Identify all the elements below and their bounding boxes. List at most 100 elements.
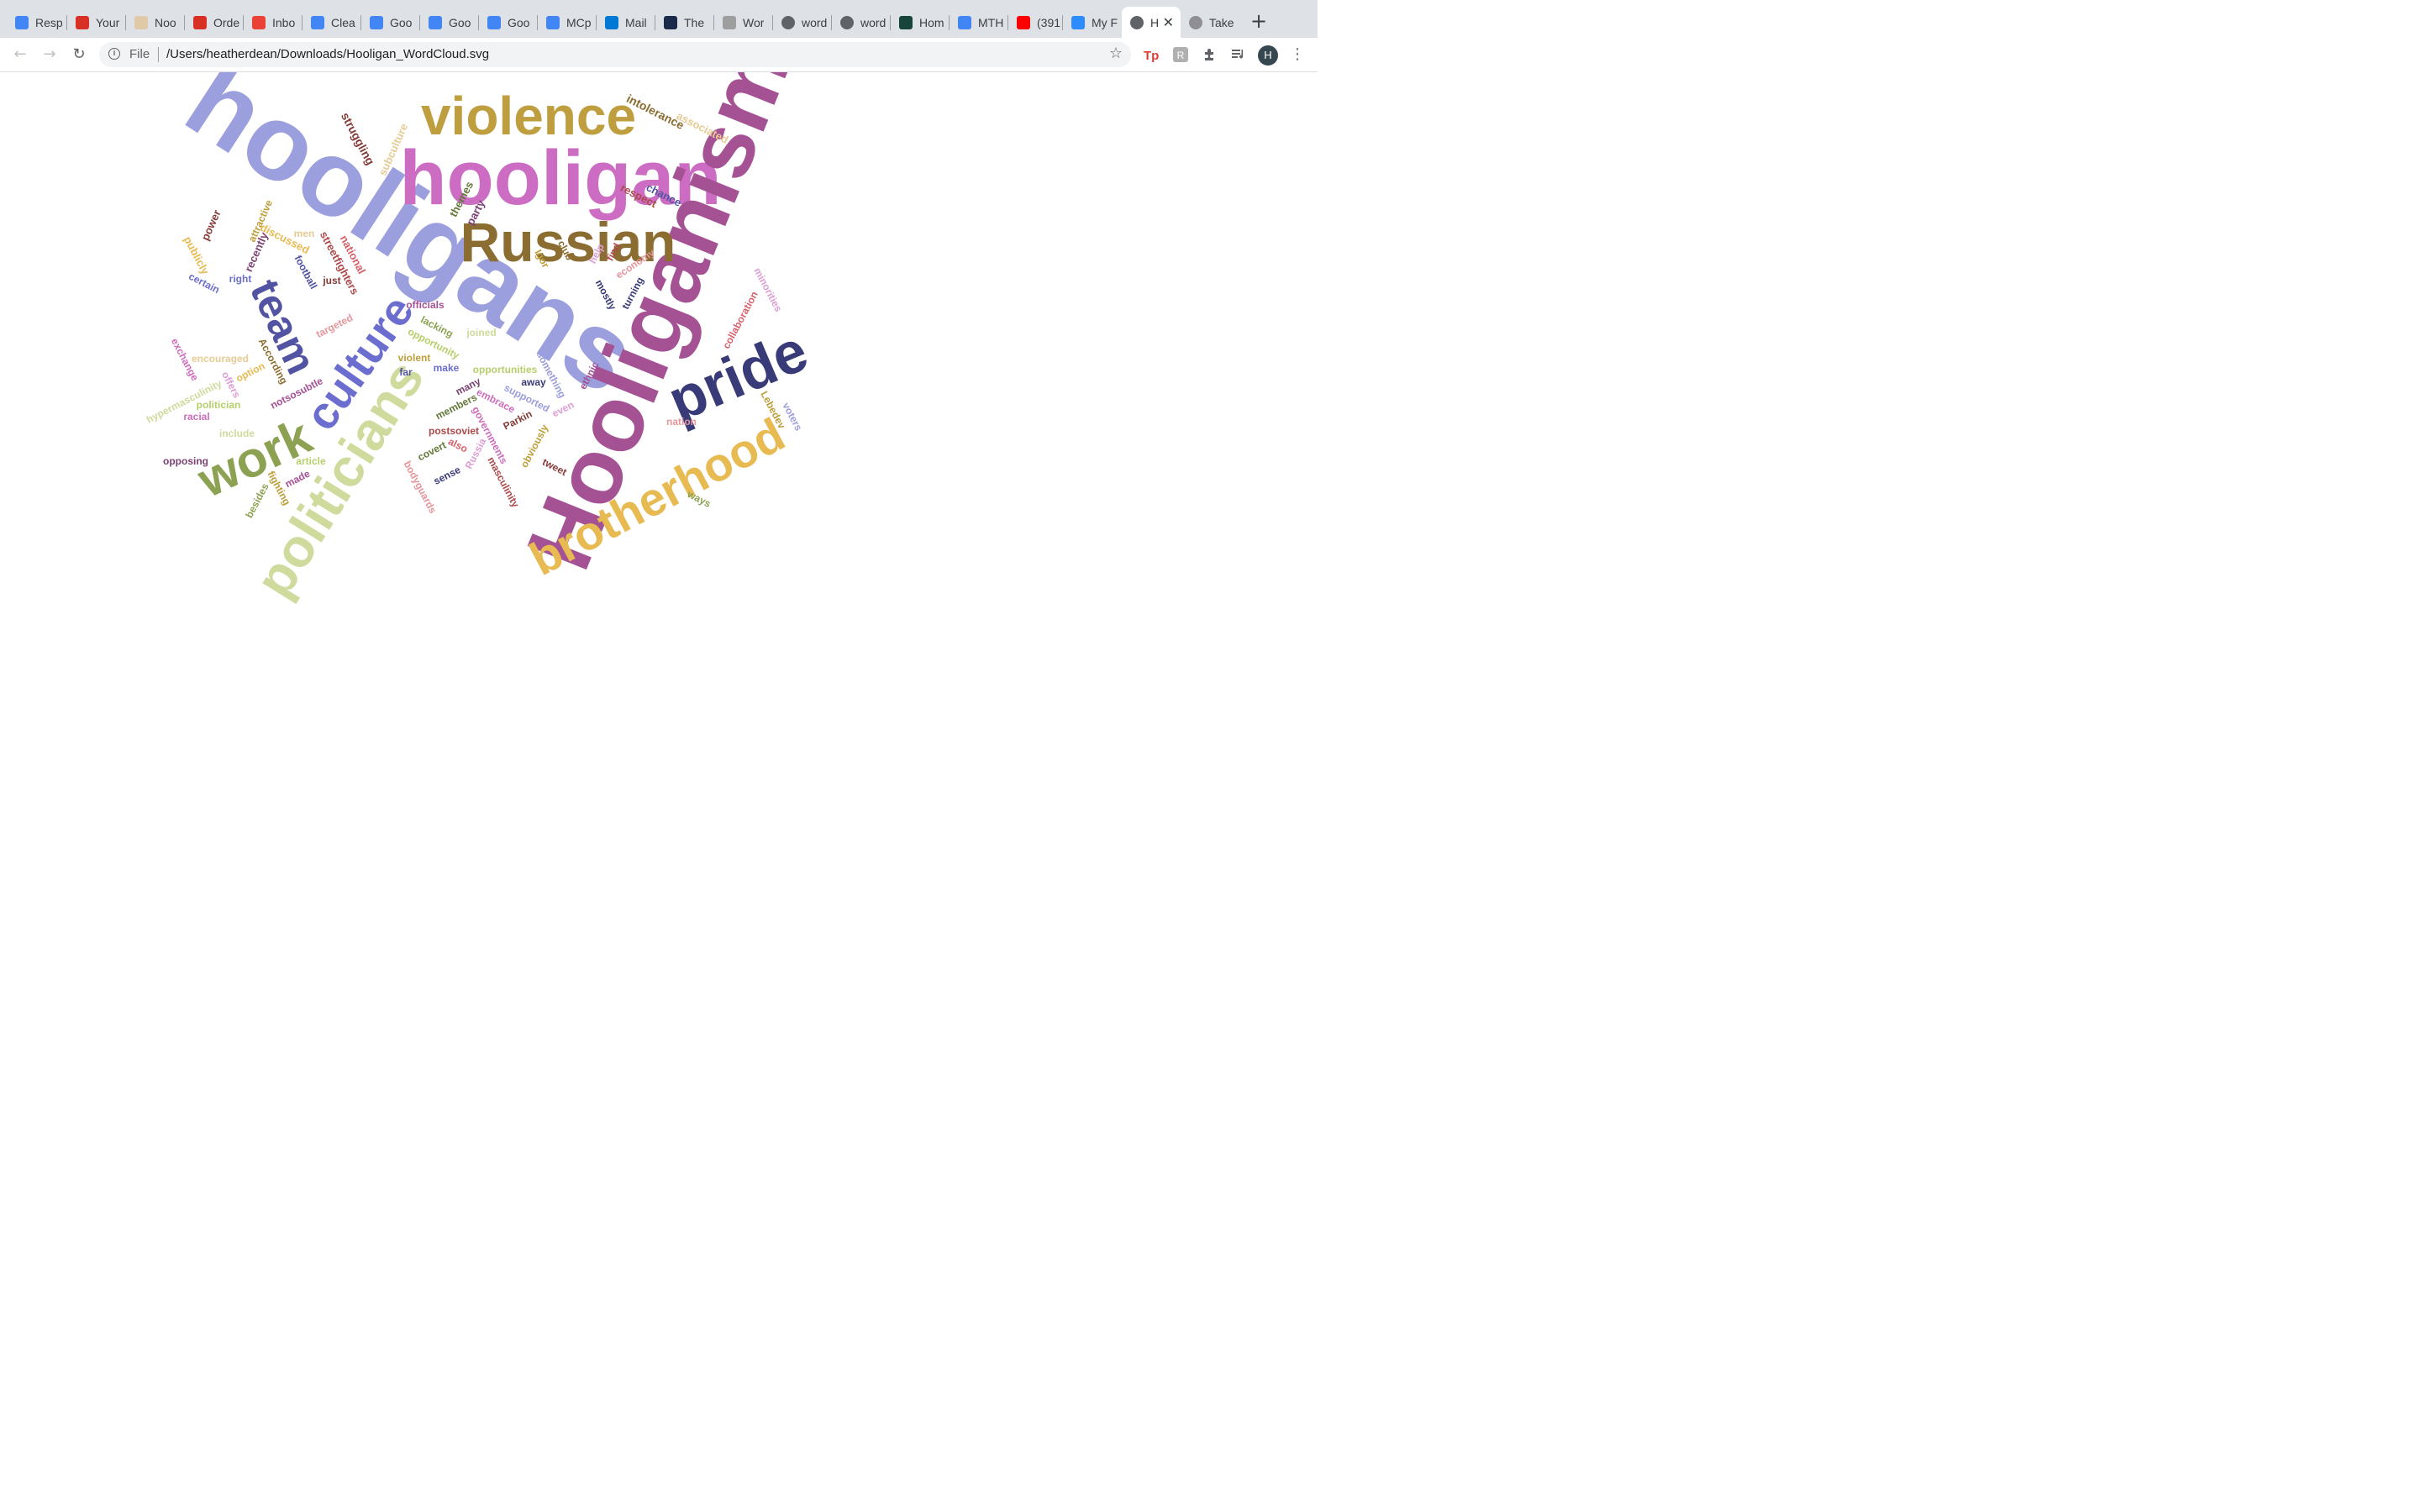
- tab-title: word: [802, 15, 828, 29]
- grey-extension-icon[interactable]: R: [1172, 46, 1189, 63]
- media-queue-icon[interactable]: [1230, 46, 1247, 63]
- beige-swirl-icon: [134, 15, 148, 29]
- j-icon: [723, 15, 736, 29]
- gmail-icon: [252, 15, 266, 29]
- cloud-word: football: [292, 254, 320, 291]
- url-text[interactable]: /Users/heatherdean/Downloads/Hooligan_Wo…: [166, 47, 490, 61]
- globe-icon: [781, 15, 795, 29]
- profile-avatar[interactable]: H: [1258, 45, 1278, 66]
- forward-button[interactable]: →: [43, 45, 56, 63]
- new-tab-button[interactable]: +: [1249, 9, 1268, 33]
- info-icon[interactable]: i: [108, 48, 120, 60]
- browser-tab[interactable]: Goo: [361, 7, 420, 38]
- cloud-word: also: [446, 435, 470, 454]
- browser-tab[interactable]: word: [832, 7, 891, 38]
- cloud-word: postsoviet: [429, 425, 479, 437]
- browser-tab[interactable]: Goo: [420, 7, 479, 38]
- tab-title: Goo: [449, 15, 471, 29]
- browser-tab[interactable]: Orde: [185, 7, 244, 38]
- cloud-word: officials: [406, 299, 445, 311]
- browser-tab[interactable]: Inbo: [244, 7, 302, 38]
- google-docs-icon: [546, 15, 560, 29]
- tab-title: (391: [1037, 15, 1061, 29]
- browser-tab[interactable]: H ✕: [1122, 7, 1181, 38]
- browser-tab[interactable]: Wor: [714, 7, 773, 38]
- tp-extension-icon[interactable]: Tp: [1143, 46, 1160, 63]
- tab-separator: [949, 15, 950, 30]
- cloud-word: away: [521, 376, 546, 388]
- svg-text:R: R: [1177, 50, 1185, 61]
- tab-title: Resp: [35, 15, 63, 29]
- extensions-puzzle-icon[interactable]: [1202, 46, 1218, 63]
- cloud-word: just: [322, 275, 340, 286]
- bookmark-star-icon[interactable]: ☆: [1108, 45, 1123, 62]
- cloud-word: members: [434, 391, 479, 423]
- back-button[interactable]: ←: [13, 45, 27, 63]
- browser-tab[interactable]: MTH: [950, 7, 1008, 38]
- browser-tab[interactable]: Hom: [891, 7, 950, 38]
- browser-tab[interactable]: Goo: [479, 7, 538, 38]
- browser-menu-icon[interactable]: ⋮: [1290, 45, 1305, 63]
- cloud-word: men: [294, 228, 315, 239]
- tab-separator: [890, 15, 891, 30]
- tab-title: H: [1150, 15, 1160, 29]
- tab-separator: [243, 15, 244, 30]
- tab-separator: [1007, 15, 1008, 30]
- browser-tab[interactable]: Resp: [7, 7, 67, 38]
- browser-tab[interactable]: Noo: [126, 7, 185, 38]
- tab-separator: [184, 15, 185, 30]
- cloud-word: article: [296, 455, 326, 467]
- browser-tab[interactable]: MCp: [538, 7, 597, 38]
- google-docs-icon: [15, 15, 29, 29]
- browser-tab[interactable]: Your: [67, 7, 126, 38]
- tab-strip: Resp Your Noo Orde Inbo Clea Goo Goo Goo MCp Mail T…: [0, 0, 1318, 38]
- s-logo-icon: [899, 15, 913, 29]
- cloud-word: Russia: [463, 436, 489, 471]
- tab-title: Wor: [743, 15, 765, 29]
- tab-title: MTH: [978, 15, 1004, 29]
- tab-title: Orde: [213, 15, 240, 29]
- tab-separator: [537, 15, 538, 30]
- browser-tab[interactable]: Mail: [597, 7, 655, 38]
- cloud-word: bodyguards: [402, 459, 439, 515]
- cloud-word: minorities: [751, 265, 784, 313]
- tab-title: Hom: [919, 15, 944, 29]
- globe-icon: [1130, 15, 1144, 29]
- browser-tab[interactable]: Take: [1181, 7, 1239, 38]
- reload-button[interactable]: ↻: [72, 45, 86, 63]
- cloud-word: hooligan: [399, 135, 721, 221]
- tab-separator: [66, 15, 67, 30]
- browser-tab[interactable]: The: [655, 7, 714, 38]
- address-bar[interactable]: i File /Users/heatherdean/Downloads/Hool…: [99, 42, 1131, 67]
- tab-separator: [125, 15, 126, 30]
- zoom-icon: [1071, 15, 1085, 29]
- tab-title: The: [684, 15, 705, 29]
- apple-icon: [1189, 15, 1202, 29]
- tab-separator: [772, 15, 773, 30]
- cloud-word: right: [229, 273, 252, 285]
- browser-tab[interactable]: My F: [1063, 7, 1122, 38]
- tab-separator: [713, 15, 714, 30]
- cloud-word: covert: [416, 439, 448, 464]
- youtube-icon: [1017, 15, 1030, 29]
- red-swirl-icon: [193, 15, 207, 29]
- google-docs-icon: [958, 15, 971, 29]
- url-scheme: File: [129, 47, 150, 61]
- omnibox-divider: [158, 47, 159, 62]
- google-icon: [370, 15, 383, 29]
- tab-separator: [1062, 15, 1063, 30]
- cloud-word: Russian: [460, 211, 676, 273]
- google-icon: [429, 15, 442, 29]
- tab-title: Goo: [390, 15, 413, 29]
- globe-icon: [840, 15, 854, 29]
- close-tab-icon[interactable]: ✕: [1162, 14, 1174, 30]
- cloud-word: nation: [666, 416, 697, 428]
- browser-tab[interactable]: Clea: [302, 7, 361, 38]
- tab-title: Mail: [625, 15, 647, 29]
- google-icon: [487, 15, 501, 29]
- tab-title: Goo: [508, 15, 530, 29]
- browser-tab[interactable]: (391: [1008, 7, 1063, 38]
- tab-title: My F: [1092, 15, 1118, 29]
- outlook-icon: [605, 15, 618, 29]
- browser-tab[interactable]: word: [773, 7, 832, 38]
